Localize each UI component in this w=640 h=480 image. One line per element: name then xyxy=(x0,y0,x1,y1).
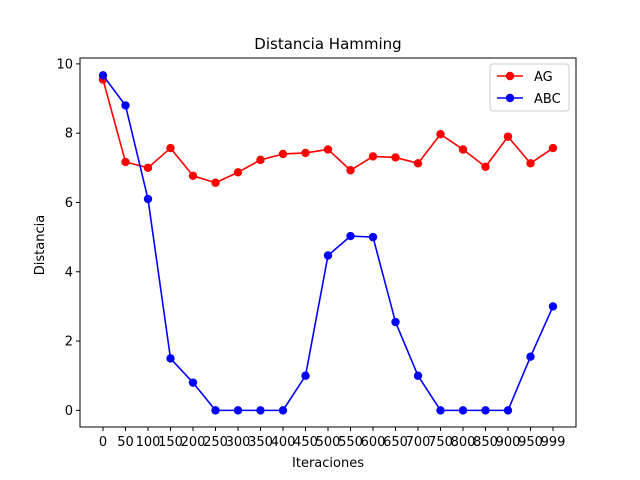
y-tick-label: 10 xyxy=(56,57,73,72)
x-tick-label: 900 xyxy=(496,435,521,450)
data-point-abc xyxy=(256,406,265,415)
data-point-abc xyxy=(301,371,310,380)
x-tick-label: 850 xyxy=(473,435,498,450)
data-point-ag xyxy=(458,145,468,154)
data-point-ag xyxy=(503,132,513,141)
y-tick-label: 2 xyxy=(65,335,73,350)
data-point-abc xyxy=(526,352,535,361)
data-point-abc xyxy=(548,302,558,311)
x-tick-label: 450 xyxy=(293,435,318,450)
y-axis-label: Distancia xyxy=(33,215,48,275)
data-point-ag xyxy=(548,143,558,153)
y-tick-label: 4 xyxy=(65,265,73,280)
data-point-abc xyxy=(368,232,378,242)
data-point-ag xyxy=(526,159,535,168)
data-point-ag xyxy=(256,155,265,165)
data-point-ag xyxy=(166,143,175,153)
data-point-ag xyxy=(233,168,243,177)
x-tick-label: 300 xyxy=(226,435,251,450)
data-point-abc xyxy=(503,406,513,415)
data-point-ag xyxy=(481,162,490,171)
x-tick-label: 100 xyxy=(136,435,161,450)
data-point-abc xyxy=(458,406,468,415)
data-point-ag xyxy=(188,171,198,181)
y-tick-label: 8 xyxy=(65,127,73,142)
data-point-abc xyxy=(166,354,175,363)
x-tick-label: 0 xyxy=(99,435,107,450)
data-point-ag xyxy=(301,148,310,158)
x-tick-label: 200 xyxy=(181,435,206,450)
data-point-abc xyxy=(323,251,333,260)
x-tick-label: 250 xyxy=(203,435,228,450)
data-point-abc xyxy=(233,406,243,415)
data-point-abc xyxy=(278,406,288,415)
data-point-abc xyxy=(481,406,490,415)
x-tick-label: 500 xyxy=(316,435,341,450)
legend: AG ABC xyxy=(489,63,570,112)
data-point-abc xyxy=(413,371,423,380)
x-tick-label: 750 xyxy=(428,435,453,450)
x-axis-label: Iteraciones xyxy=(292,456,364,471)
data-point-ag xyxy=(391,153,400,162)
data-point-abc xyxy=(211,406,220,415)
data-point-abc xyxy=(436,406,445,415)
x-tick-label: 950 xyxy=(518,435,543,450)
legend-label-abc: ABC xyxy=(534,92,561,107)
data-point-ag xyxy=(121,157,130,167)
data-point-ag xyxy=(323,145,333,154)
data-point-ag xyxy=(211,178,220,187)
data-point-abc xyxy=(346,231,355,241)
x-tick-label: 50 xyxy=(117,435,134,450)
legend-marker-abc xyxy=(505,93,515,103)
x-tick-label: 800 xyxy=(451,435,476,450)
data-point-abc xyxy=(121,101,130,110)
y-tick-label: 6 xyxy=(65,196,73,211)
data-point-ag xyxy=(436,130,445,139)
data-point-abc xyxy=(143,194,153,204)
data-point-abc xyxy=(188,378,198,387)
x-tick-label: 150 xyxy=(158,435,183,450)
data-point-abc xyxy=(391,317,400,327)
legend-marker-ag xyxy=(505,71,515,81)
data-point-ag xyxy=(413,159,423,168)
data-point-ag xyxy=(143,163,153,173)
data-point-abc xyxy=(98,71,108,80)
x-tick-label: 350 xyxy=(248,435,273,450)
x-tick-label: 650 xyxy=(383,435,408,450)
x-tick-label: 550 xyxy=(338,435,363,450)
x-tick-label: 999 xyxy=(541,435,566,450)
legend-label-ag: AG xyxy=(534,70,553,85)
data-point-ag xyxy=(346,166,355,175)
y-tick-label: 0 xyxy=(65,404,73,419)
x-tick-label: 600 xyxy=(361,435,386,450)
chart-title: Distancia Hamming xyxy=(254,35,401,53)
data-point-ag xyxy=(278,149,288,159)
x-tick-label: 700 xyxy=(406,435,431,450)
x-tick-label: 400 xyxy=(271,435,296,450)
data-point-ag xyxy=(368,152,378,161)
